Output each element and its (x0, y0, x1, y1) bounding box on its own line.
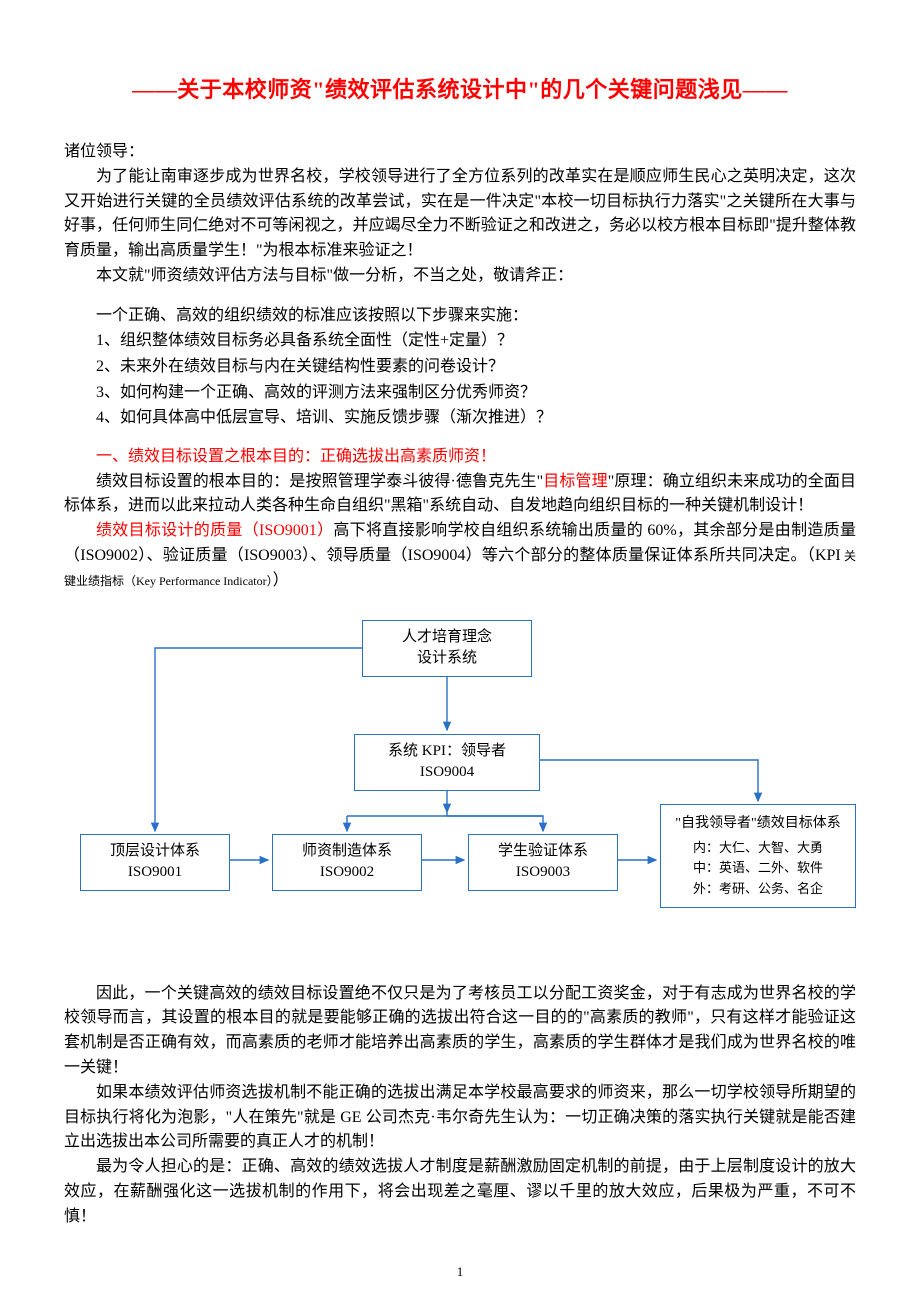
node-label: 学生验证体系 (477, 841, 609, 863)
page-number: 1 (0, 1264, 920, 1280)
node-row: 中：英语、二外、软件 (671, 858, 845, 878)
conclusion-paragraph-2: 如果本绩效评估师资选拔机制不能正确的选拔出满足本学校最高要求的师资来，那么一切学… (64, 1081, 856, 1155)
document-page: ——关于本校师资"绩效评估系统设计中"的几个关键问题浅见—— 诸位领导： 为了能… (0, 0, 920, 1302)
node-label: 师资制造体系 (281, 841, 413, 863)
step-item-3: 3、如何构建一个正确、高效的评测方法来强制区分优秀师资？ (64, 380, 856, 406)
flow-node-iso9002: 师资制造体系 ISO9002 (272, 834, 422, 892)
document-title: ——关于本校师资"绩效评估系统设计中"的几个关键问题浅见—— (64, 72, 856, 104)
node-row: 内：大仁、大智、大勇 (671, 838, 845, 858)
step-item-2: 2、未来外在绩效目标与内在关键结构性要素的问卷设计？ (64, 354, 856, 380)
conclusion-paragraph-1: 因此，一个关键高效的绩效目标设置绝不仅只是为了考核员工以分配工资奖金，对于有志成… (64, 982, 856, 1081)
node-label: 系统 KPI：领导者 (363, 741, 531, 763)
node-label: ISO9002 (281, 862, 413, 884)
node-label: ISO9003 (477, 862, 609, 884)
intro-paragraph-2: 本文就"师资绩效评估方法与目标"做一分析，不当之处，敬请斧正： (64, 264, 856, 289)
node-header: "自我领导者"绩效目标体系 (671, 813, 845, 835)
flow-node-goal-system: "自我领导者"绩效目标体系 内：大仁、大智、大勇 中：英语、二外、软件 外：考研… (660, 804, 856, 908)
section-1-heading: 一、绩效目标设置之根本目的：正确选拔出高素质师资！ (64, 445, 856, 470)
section-1-paragraph-1: 绩效目标设置的根本目的：是按照管理学泰斗彼得·德鲁克先生"目标管理"原理：确立组… (64, 470, 856, 520)
flow-node-mid: 系统 KPI：领导者 ISO9004 (354, 734, 540, 792)
node-label: ISO9001 (89, 862, 221, 884)
highlight-term: 绩效目标设计的质量（ISO9001） (96, 522, 333, 539)
text-run: ） (273, 572, 289, 589)
intro-block: 为了能让南审逐步成为世界名校，学校领导进行了全方位系列的改革实在是顺应师生民心之… (64, 165, 856, 289)
node-label: ISO9004 (363, 762, 531, 784)
intro-paragraph-1: 为了能让南审逐步成为世界名校，学校领导进行了全方位系列的改革实在是顺应师生民心之… (64, 165, 856, 264)
section-1-paragraph-2: 绩效目标设计的质量（ISO9001）高下将直接影响学校自组织系统输出质量的 60… (64, 519, 856, 593)
node-label: 设计系统 (371, 648, 523, 670)
text-run: 绩效目标设置的根本目的：是按照管理学泰斗彼得·德鲁克先生" (96, 473, 543, 490)
steps-block: 一个正确、高效的组织绩效的标准应该按照以下步骤来实施： 1、组织整体绩效目标务必… (64, 303, 856, 431)
node-row: 外：考研、公务、名企 (671, 879, 845, 899)
flow-node-top: 人才培育理念 设计系统 (362, 620, 532, 678)
steps-intro: 一个正确、高效的组织绩效的标准应该按照以下步骤来实施： (64, 303, 856, 329)
step-item-4: 4、如何具体高中低层宣导、培训、实施反馈步骤（渐次推进）？ (64, 405, 856, 431)
node-label: 顶层设计体系 (89, 841, 221, 863)
step-item-1: 1、组织整体绩效目标务必具备系统全面性（定性+定量）？ (64, 328, 856, 354)
kpi-flowchart: 人才培育理念 设计系统 系统 KPI：领导者 ISO9004 顶层设计体系 IS… (64, 620, 856, 960)
highlight-term: 目标管理 (543, 473, 608, 490)
flow-node-iso9001: 顶层设计体系 ISO9001 (80, 834, 230, 892)
salutation: 诸位领导： (64, 140, 856, 165)
flow-node-iso9003: 学生验证体系 ISO9003 (468, 834, 618, 892)
node-label: 人才培育理念 (371, 627, 523, 649)
conclusion-paragraph-3: 最为令人担心的是：正确、高效的绩效选拔人才制度是薪酬激励固定机制的前提，由于上层… (64, 1155, 856, 1229)
